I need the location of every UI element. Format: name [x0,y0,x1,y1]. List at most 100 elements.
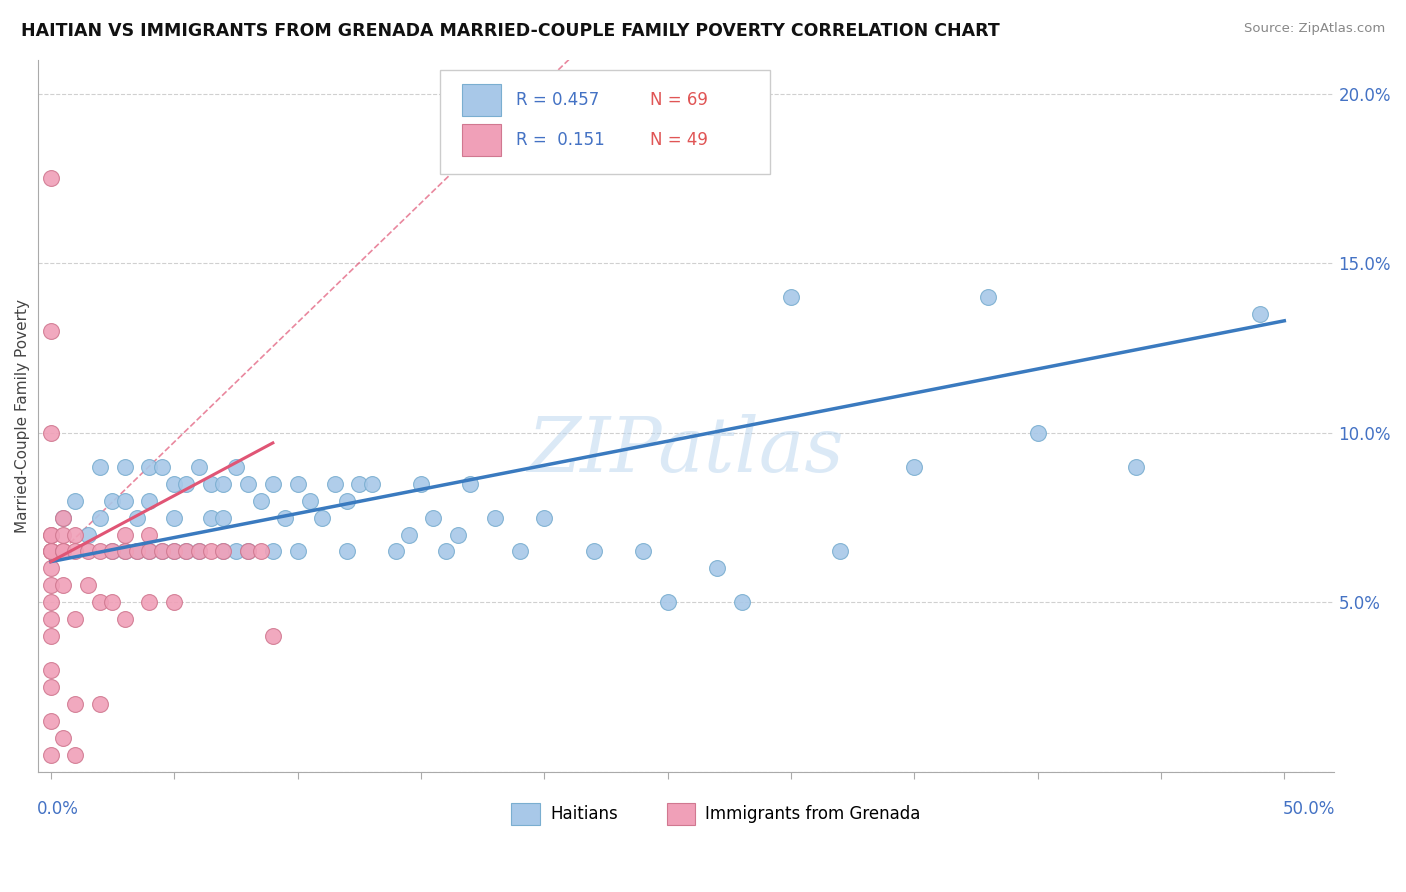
Point [89,595,111,609]
Point [163,544,186,558]
Point [138,459,160,474]
Point [52,544,75,558]
Point [138,544,160,558]
Point [39,612,62,626]
Point [52,510,75,524]
Point [39,663,62,677]
Text: N = 49: N = 49 [650,131,707,149]
Point [39,527,62,541]
Point [631,544,654,558]
Point [200,544,222,558]
Text: ZIPatlas: ZIPatlas [527,415,845,489]
Point [89,510,111,524]
Point [287,476,309,491]
Point [39,324,62,338]
Point [238,544,260,558]
Point [101,544,124,558]
Point [1125,459,1147,474]
Point [298,493,321,508]
Text: Source: ZipAtlas.com: Source: ZipAtlas.com [1244,22,1385,36]
Point [39,171,62,186]
Point [730,595,752,609]
Point [65,697,87,711]
Point [176,544,198,558]
Point [484,510,506,524]
Point [830,544,852,558]
Point [422,510,444,524]
Point [187,544,209,558]
Point [39,747,62,762]
Point [101,544,124,558]
Point [509,544,531,558]
Point [212,544,235,558]
Point [1249,307,1271,321]
Point [409,476,432,491]
Point [101,493,124,508]
Point [101,595,124,609]
Point [39,544,62,558]
Point [163,510,186,524]
Point [39,578,62,592]
Point [447,527,470,541]
Point [187,544,209,558]
Point [39,714,62,728]
Point [114,544,136,558]
Point [533,510,555,524]
Point [311,510,333,524]
Point [52,731,75,745]
Point [200,476,222,491]
Point [582,544,605,558]
Point [65,544,87,558]
Point [163,595,186,609]
Point [150,544,173,558]
Text: 0.0%: 0.0% [37,800,79,819]
Point [150,459,173,474]
Point [458,476,481,491]
Point [347,476,370,491]
Point [176,476,198,491]
Point [76,578,98,592]
Point [657,595,679,609]
Point [336,544,359,558]
Text: R =  0.151: R = 0.151 [516,131,605,149]
Point [138,595,160,609]
Point [138,493,160,508]
Point [176,544,198,558]
Point [262,544,284,558]
Text: N = 69: N = 69 [650,91,707,109]
Point [977,290,1000,304]
Point [323,476,346,491]
Point [360,476,382,491]
Point [212,476,235,491]
Point [65,527,87,541]
Point [1026,425,1049,440]
Point [398,527,420,541]
Point [39,544,62,558]
Point [39,544,62,558]
Point [212,510,235,524]
Point [114,527,136,541]
Point [65,493,87,508]
Point [127,510,149,524]
Point [39,425,62,440]
Point [225,544,247,558]
Point [39,595,62,609]
Point [558,120,581,135]
Point [262,476,284,491]
Point [39,561,62,575]
Point [150,544,173,558]
Point [434,544,457,558]
Point [187,459,209,474]
Point [127,544,149,558]
Point [200,510,222,524]
Point [903,459,925,474]
Bar [666,803,695,825]
Point [780,290,803,304]
Point [336,493,359,508]
Point [76,544,98,558]
Point [52,527,75,541]
Point [212,544,235,558]
Point [89,697,111,711]
FancyBboxPatch shape [440,70,770,174]
Point [52,544,75,558]
